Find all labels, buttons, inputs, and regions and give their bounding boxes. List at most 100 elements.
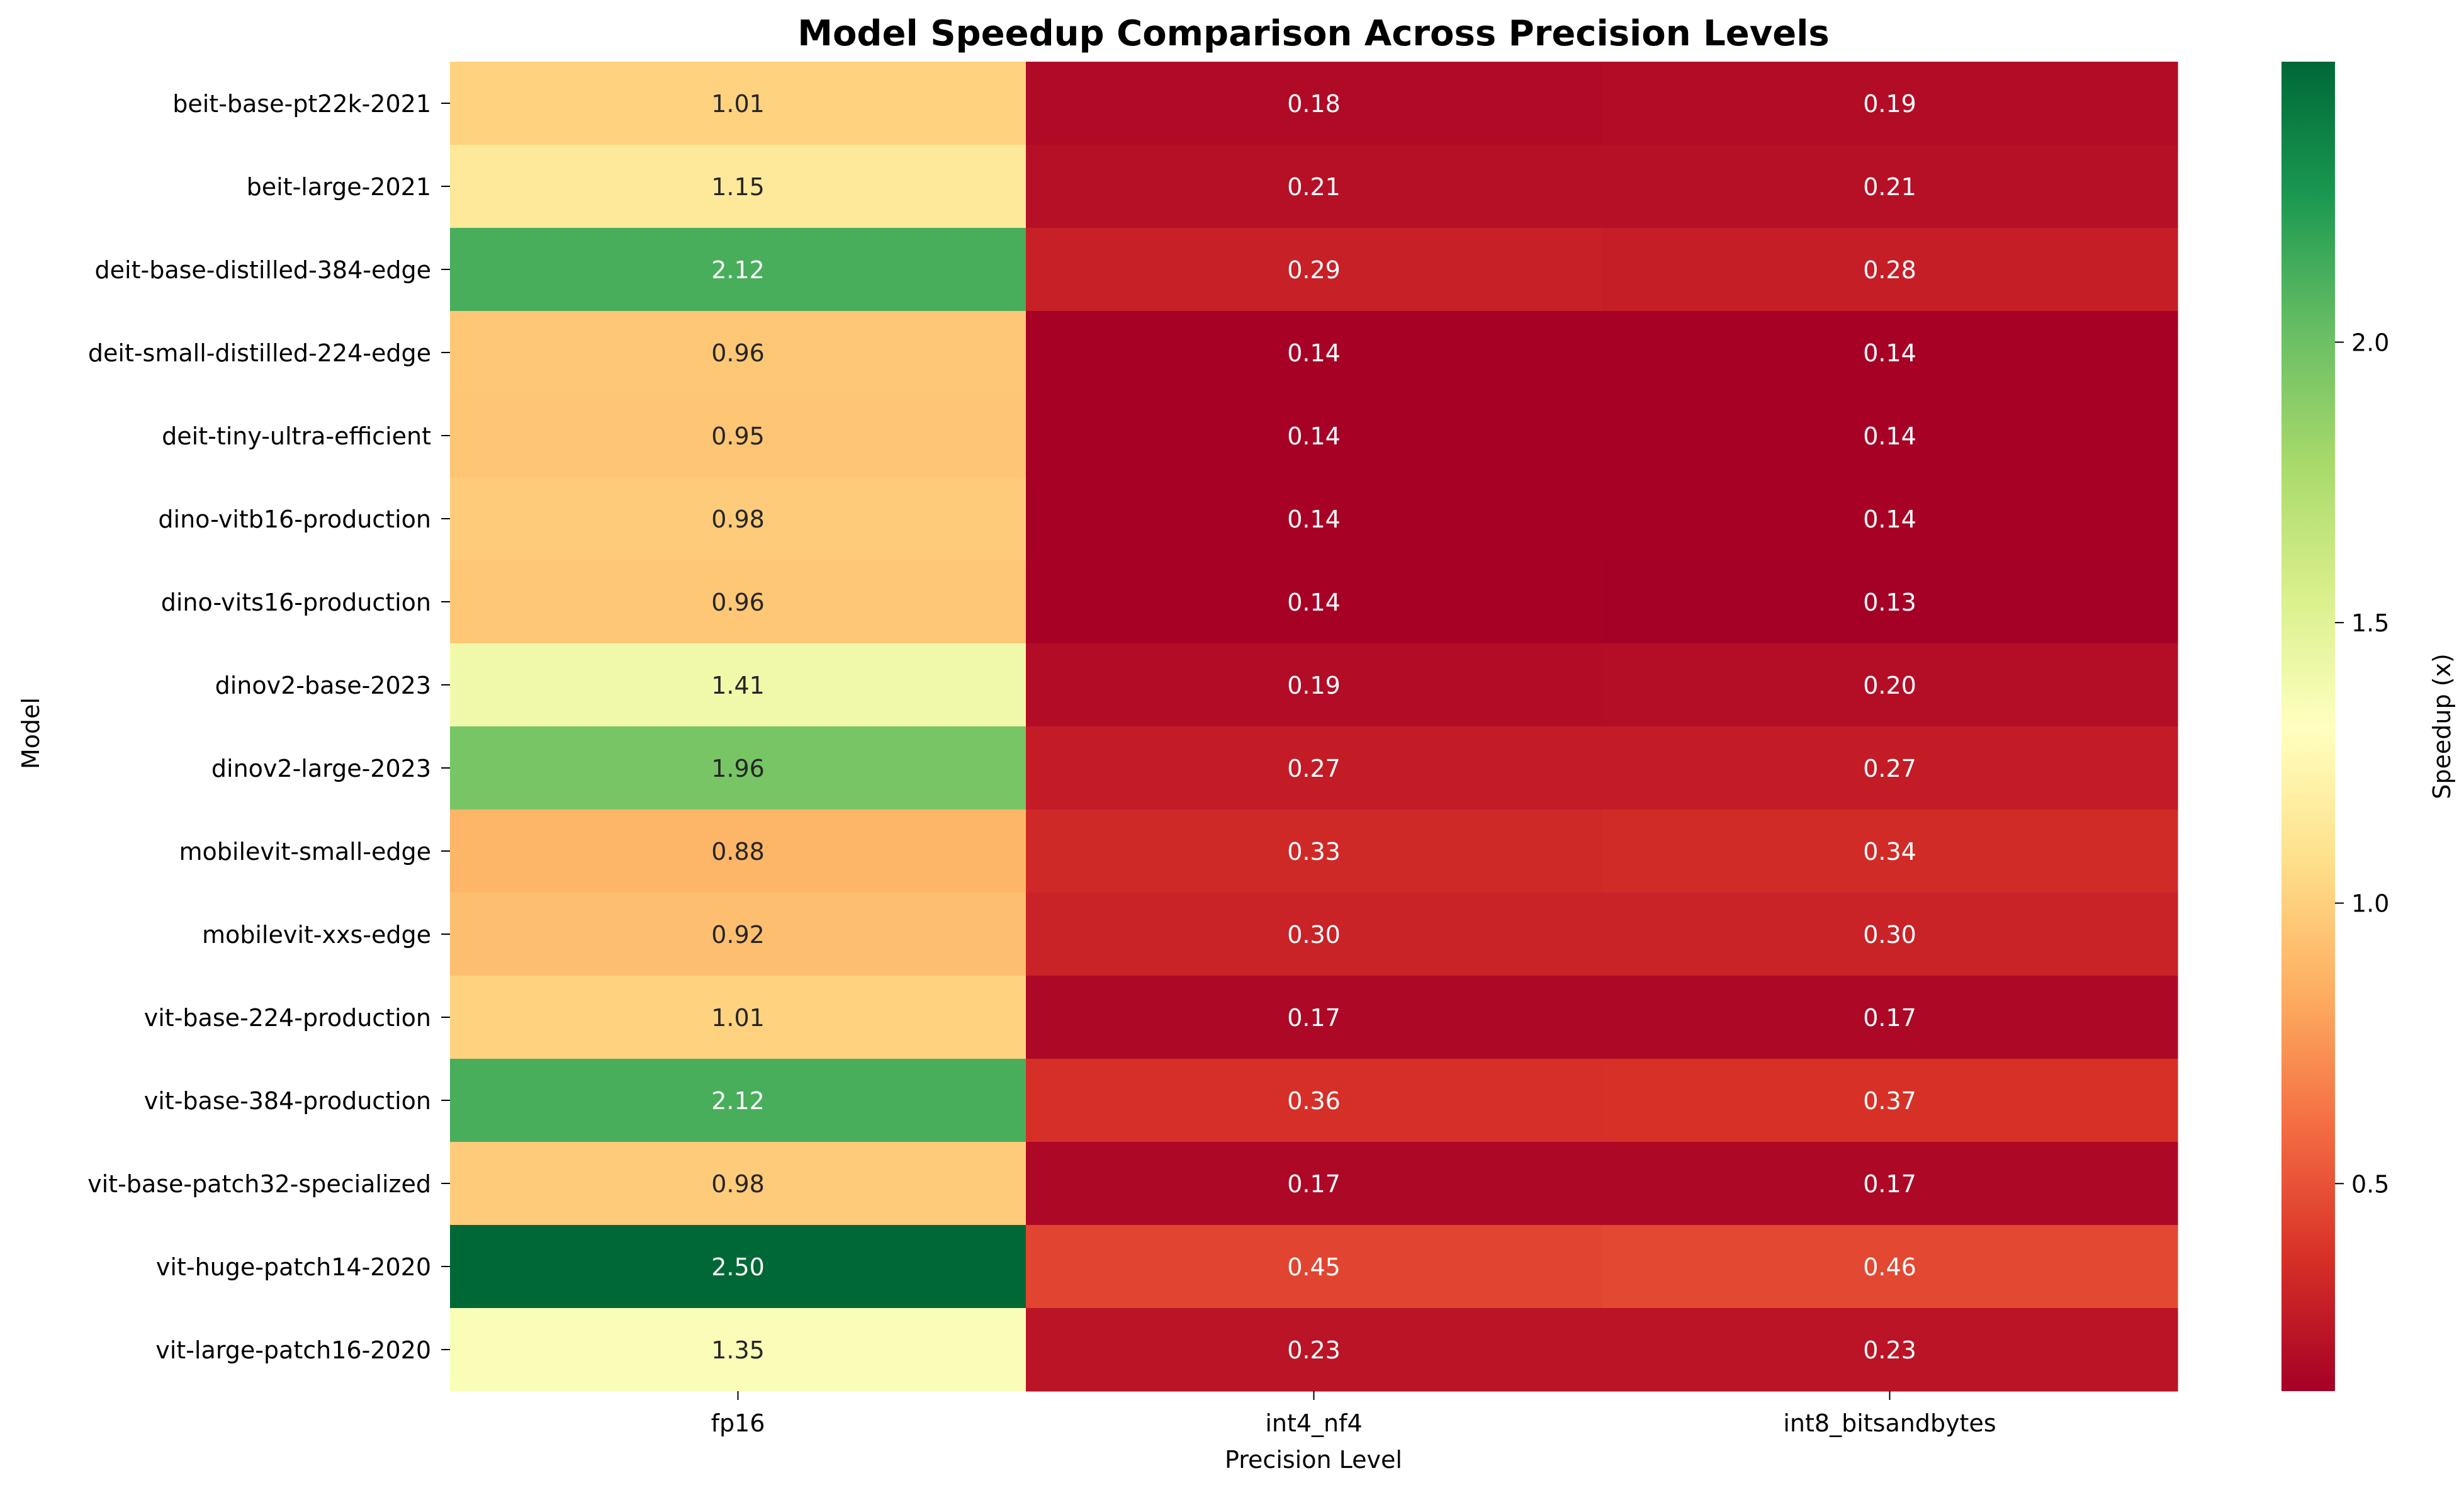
- colorbar-tick-label: 2.0: [2351, 329, 2389, 357]
- y-tick-label: mobilevit-xxs-edge: [202, 921, 431, 949]
- heatmap-cell: [1602, 726, 2178, 810]
- cell-value-label: 0.19: [1287, 672, 1341, 699]
- colorbar-tick-label: 1.0: [2351, 890, 2389, 918]
- cell-value-label: 2.50: [711, 1253, 765, 1281]
- x-tick-label: int8_bitsandbytes: [1783, 1409, 1996, 1437]
- heatmap-cell: [450, 394, 1027, 478]
- heatmap-cell: [1026, 477, 1602, 561]
- cell-value-label: 0.46: [1863, 1253, 1916, 1281]
- y-tick-label: deit-tiny-ultra-efficient: [162, 422, 431, 450]
- cell-value-label: 0.14: [1863, 505, 1916, 533]
- heatmap-cell: [1026, 1225, 1602, 1309]
- heatmap-cell: [1026, 311, 1602, 395]
- cell-value-label: 0.17: [1287, 1170, 1341, 1198]
- x-tick-label: int4_nf4: [1265, 1409, 1362, 1437]
- heatmap-cell: [450, 810, 1027, 893]
- cell-value-label: 0.21: [1287, 173, 1341, 201]
- cell-value-label: 0.30: [1863, 921, 1916, 949]
- cell-value-label: 0.34: [1863, 838, 1916, 866]
- heatmap-cell: [450, 560, 1027, 644]
- heatmap-cell: [1026, 893, 1602, 976]
- heatmap-cell: [450, 1225, 1027, 1309]
- cell-value-label: 0.14: [1287, 339, 1341, 367]
- heatmap-cell: [450, 62, 1027, 145]
- y-tick-label: vit-large-patch16-2020: [155, 1336, 431, 1364]
- heatmap-cell: [1026, 560, 1602, 644]
- x-tick-label: fp16: [711, 1409, 765, 1437]
- y-tick-label: mobilevit-small-edge: [179, 838, 431, 866]
- heatmap-cell: [1602, 810, 2178, 893]
- cell-value-label: 0.95: [711, 422, 765, 450]
- cell-value-label: 0.19: [1863, 90, 1916, 118]
- cell-value-label: 0.98: [711, 505, 765, 533]
- cell-value-label: 0.14: [1287, 589, 1341, 616]
- heatmap-cell: [450, 311, 1027, 395]
- y-tick-label: beit-base-pt22k-2021: [172, 90, 431, 118]
- heatmap-cell: [1602, 145, 2178, 228]
- heatmap-cell: [1602, 1059, 2178, 1142]
- cell-value-label: 0.27: [1863, 755, 1916, 782]
- cell-value-label: 1.15: [711, 173, 765, 201]
- y-tick-label: dino-vits16-production: [161, 589, 431, 616]
- cell-value-label: 1.96: [711, 755, 765, 782]
- heatmap-cell: [450, 477, 1027, 561]
- x-axis: fp16 int4_nf4 int8_bitsandbytes: [711, 1391, 1996, 1437]
- cell-value-label: 0.98: [711, 1170, 765, 1198]
- heatmap-cell: [450, 643, 1027, 727]
- heatmap-cell-labels: 1.01 0.18 0.19 1.15 0.21 0.21 2.12 0.29 0.28 0.96…: [711, 90, 1916, 1364]
- heatmap-cell: [1602, 1225, 2178, 1309]
- colorbar-label: Speedup (x): [2428, 653, 2456, 799]
- y-tick-label: vit-base-384-production: [144, 1087, 431, 1115]
- y-tick-label: beit-large-2021: [247, 173, 431, 201]
- cell-value-label: 2.12: [711, 1087, 765, 1115]
- heatmap-cells: [450, 62, 2178, 1392]
- colorbar: 0.5 1.0 1.5 2.0: [2281, 62, 2389, 1391]
- cell-value-label: 0.17: [1863, 1004, 1916, 1032]
- cell-value-label: 0.27: [1287, 755, 1341, 782]
- colorbar-tick-label: 0.5: [2351, 1170, 2389, 1198]
- cell-value-label: 0.88: [711, 838, 765, 866]
- colorbar-tick-label: 1.5: [2351, 609, 2389, 637]
- cell-value-label: 0.30: [1287, 921, 1341, 949]
- cell-value-label: 0.96: [711, 339, 765, 367]
- heatmap-cell: [450, 145, 1027, 228]
- heatmap-cell: [1026, 976, 1602, 1059]
- heatmap-cell: [1026, 228, 1602, 312]
- heatmap-cell: [1602, 560, 2178, 644]
- cell-value-label: 0.33: [1287, 838, 1341, 866]
- heatmap-cell: [1026, 643, 1602, 727]
- heatmap-cell: [1026, 810, 1602, 893]
- colorbar-gradient: [2281, 62, 2335, 1391]
- y-tick-label: dinov2-large-2023: [211, 755, 431, 782]
- y-tick-label: vit-base-224-production: [144, 1004, 431, 1032]
- cell-value-label: 0.96: [711, 589, 765, 616]
- heatmap-cell: [1602, 893, 2178, 976]
- cell-value-label: 0.21: [1863, 173, 1916, 201]
- cell-value-label: 0.14: [1287, 422, 1341, 450]
- y-tick-label: dinov2-base-2023: [215, 672, 431, 699]
- cell-value-label: 0.14: [1863, 339, 1916, 367]
- cell-value-label: 0.17: [1863, 1170, 1916, 1198]
- cell-value-label: 2.12: [711, 256, 765, 284]
- cell-value-label: 0.29: [1287, 256, 1341, 284]
- cell-value-label: 1.01: [711, 90, 765, 118]
- cell-value-label: 0.28: [1863, 256, 1916, 284]
- heatmap-cell: [450, 1059, 1027, 1142]
- heatmap-cell: [1026, 726, 1602, 810]
- heatmap-cell: [450, 1308, 1027, 1392]
- heatmap-cell: [1602, 1142, 2178, 1226]
- heatmap-cell: [1026, 145, 1602, 228]
- y-axis: beit-base-pt22k-2021 beit-large-2021 deit-…: [87, 90, 450, 1364]
- heatmap-cell: [1026, 394, 1602, 478]
- cell-value-label: 0.23: [1863, 1336, 1916, 1364]
- cell-value-label: 0.14: [1863, 422, 1916, 450]
- cell-value-label: 0.37: [1863, 1087, 1916, 1115]
- cell-value-label: 0.23: [1287, 1336, 1341, 1364]
- cell-value-label: 0.36: [1287, 1087, 1341, 1115]
- cell-value-label: 1.41: [711, 672, 765, 699]
- heatmap-cell: [450, 893, 1027, 976]
- cell-value-label: 0.14: [1287, 505, 1341, 533]
- heatmap-cell: [1602, 1308, 2178, 1392]
